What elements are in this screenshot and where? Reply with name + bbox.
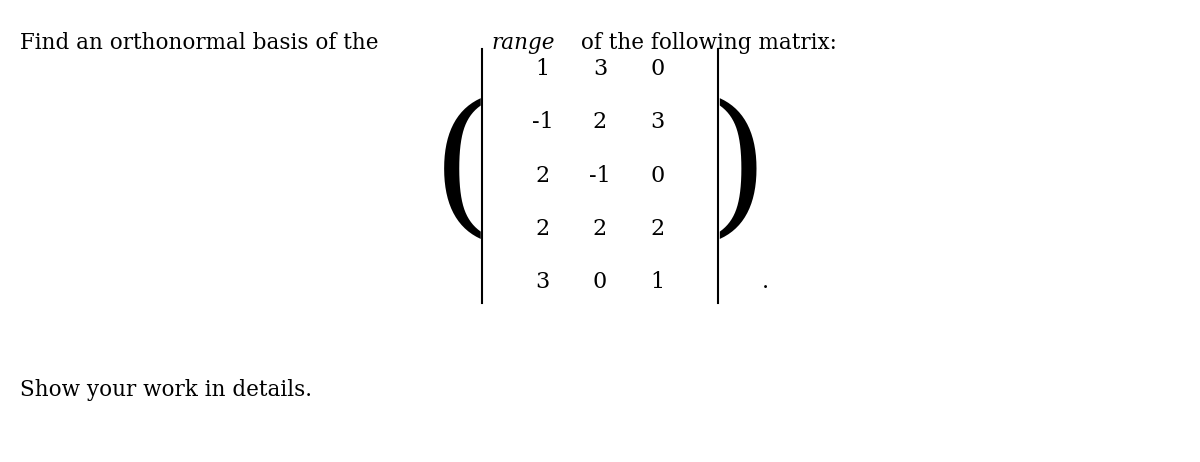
Text: Show your work in details.: Show your work in details. xyxy=(20,379,312,401)
Text: 2: 2 xyxy=(535,164,550,187)
Text: 2: 2 xyxy=(650,218,665,240)
Text: ): ) xyxy=(708,99,768,248)
Text: of the following matrix:: of the following matrix: xyxy=(574,32,836,55)
Text: 3: 3 xyxy=(593,58,607,80)
Text: 0: 0 xyxy=(650,58,665,80)
Text: 2: 2 xyxy=(593,218,607,240)
Text: -1: -1 xyxy=(589,164,611,187)
Text: -1: -1 xyxy=(532,111,553,134)
Text: .: . xyxy=(762,271,769,293)
Text: 3: 3 xyxy=(650,111,665,134)
Text: 0: 0 xyxy=(650,164,665,187)
Text: 3: 3 xyxy=(535,271,550,293)
Text: (: ( xyxy=(432,99,492,248)
Text: Find an orthonormal basis of the: Find an orthonormal basis of the xyxy=(20,32,385,55)
Text: 1: 1 xyxy=(535,58,550,80)
Text: 2: 2 xyxy=(535,218,550,240)
Text: 1: 1 xyxy=(650,271,665,293)
Text: 0: 0 xyxy=(593,271,607,293)
Text: range: range xyxy=(492,32,556,55)
Text: 2: 2 xyxy=(593,111,607,134)
